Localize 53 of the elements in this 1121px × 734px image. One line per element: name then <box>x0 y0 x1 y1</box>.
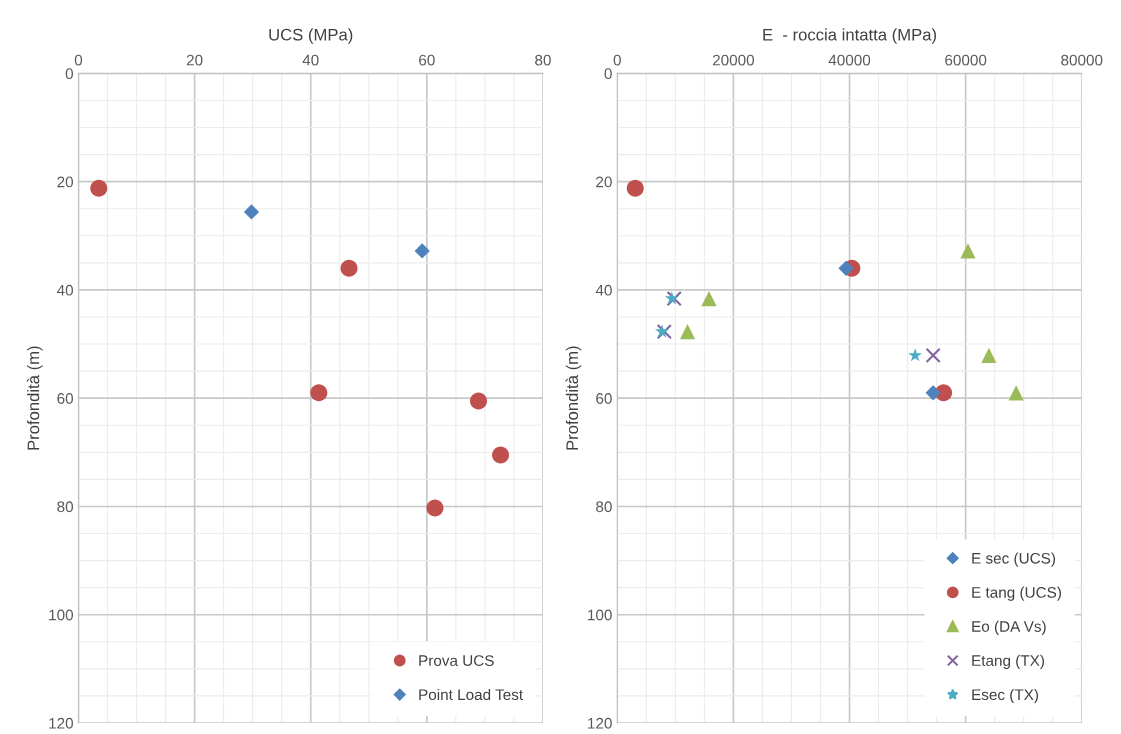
x-axis-title: UCS (MPa) <box>269 28 353 44</box>
point <box>492 446 510 464</box>
point <box>626 179 644 197</box>
legend-label: Esec (TX) <box>972 688 1039 704</box>
y-axis-title: Profondità (m) <box>565 346 582 450</box>
x-axis-title: E - roccia intatta (MPa) <box>763 28 937 44</box>
x-tick-label: 40000 <box>828 54 871 66</box>
y-tick-label: 100 <box>49 609 74 621</box>
x-tick-label: 80 <box>535 54 551 66</box>
point <box>925 385 941 401</box>
legend-label: Etang (TX) <box>972 654 1044 670</box>
point <box>838 260 854 276</box>
legend-label: Point Load Test <box>419 688 523 701</box>
point <box>243 204 260 220</box>
point <box>426 499 444 517</box>
point <box>925 347 941 364</box>
point <box>908 348 923 362</box>
point <box>90 179 108 197</box>
x-tick-label: 80000 <box>1061 54 1103 66</box>
y-tick-label: 80 <box>596 501 612 513</box>
x-tick-label: 0 <box>613 54 621 66</box>
x-tick-label: 0 <box>74 54 83 66</box>
y-tick-label: 60 <box>57 393 74 404</box>
x-tick-label: 20000 <box>712 54 755 66</box>
point <box>470 392 488 410</box>
legend-label: Prova UCS <box>419 655 494 667</box>
y-tick-label: 0 <box>65 68 74 80</box>
point <box>340 259 358 277</box>
y-tick-label: 60 <box>596 393 612 404</box>
y-tick-label: 40 <box>595 284 612 296</box>
y-tick-label: 20 <box>57 176 74 188</box>
y-tick-label: 120 <box>588 717 612 729</box>
point <box>960 243 976 259</box>
x-tick-label: 20 <box>186 54 203 66</box>
legend-label: E sec (UCS) <box>972 552 1055 567</box>
point <box>310 384 328 402</box>
y-tick-label: 100 <box>588 609 612 621</box>
y-tick-label: 120 <box>49 717 74 729</box>
y-tick-label: 20 <box>596 176 612 188</box>
x-tick-label: 60 <box>419 54 435 66</box>
point <box>679 324 696 340</box>
point <box>1008 385 1024 401</box>
x-tick-label: 40 <box>302 54 319 66</box>
y-tick-label: 0 <box>604 68 612 80</box>
x-tick-label: 60000 <box>945 54 987 66</box>
point <box>701 290 717 307</box>
y-tick-label: 80 <box>57 501 74 513</box>
y-tick-label: 40 <box>56 284 74 296</box>
legend-label: Eo (DA Vs) <box>972 620 1046 635</box>
y-axis-title: Profondità (m) <box>26 346 43 450</box>
legend-label: E tang (UCS) <box>972 586 1061 601</box>
point <box>981 347 997 364</box>
point <box>414 243 430 259</box>
